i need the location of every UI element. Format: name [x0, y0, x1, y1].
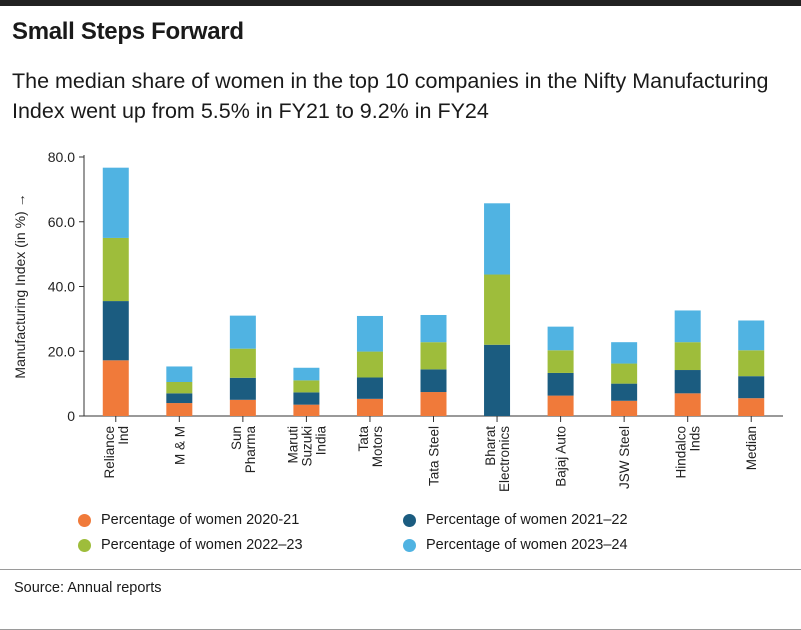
chart-subtitle: The median share of women in the top 10 …	[12, 69, 769, 123]
x-tick-label: Bajaj Auto	[554, 426, 569, 487]
source-note: Source: Annual reports	[14, 580, 162, 596]
footer-rule	[0, 569, 801, 570]
bar-segment	[229, 377, 256, 400]
x-tick-label: TataMotors	[356, 426, 385, 468]
stacked-bar-chart: 0 20.0 40.0 60.0 80.0 Manufacturing Index (in…	[12, 149, 783, 492]
y-tick-label: 40.0	[48, 279, 75, 295]
bar-segment	[102, 301, 129, 361]
bar-segment	[102, 360, 129, 416]
bar-segment	[356, 351, 383, 378]
legend-label: Percentage of women 2023–24	[426, 537, 628, 553]
bar-segment	[356, 398, 383, 416]
bar-segment	[547, 372, 574, 396]
y-axis-label: Manufacturing Index (in %) →	[12, 193, 28, 378]
chart-legend: Percentage of women 2020-21 Percentage of…	[78, 512, 778, 572]
legend-item: Percentage of women 2022–23	[78, 537, 303, 553]
x-tick-label: JSW Steel	[617, 426, 632, 489]
bar-segment	[229, 399, 256, 416]
bar-segment	[293, 367, 320, 381]
x-tick-label: BharatElectronics	[483, 426, 512, 492]
x-tick-label: MarutiSuzukiIndia	[285, 426, 328, 467]
bar-segment	[547, 350, 574, 373]
bar-segment	[484, 274, 511, 345]
bar-segment	[547, 326, 574, 351]
bar-segment	[738, 398, 765, 416]
x-tick-label: HindalcoInds	[674, 426, 703, 479]
bar-segment	[420, 369, 447, 393]
bar-segment	[166, 403, 193, 416]
bar-segment	[102, 237, 129, 302]
bar-segment	[674, 370, 701, 394]
bar-segment	[356, 377, 383, 399]
bar-segment	[420, 342, 447, 370]
legend-item: Percentage of women 2021–22	[403, 512, 628, 528]
bar-segment	[611, 383, 638, 401]
legend-label: Percentage of women 2021–22	[426, 512, 628, 528]
bar-segment	[166, 382, 193, 394]
bar-segment	[738, 320, 765, 351]
legend-item: Percentage of women 2023–24	[403, 537, 628, 553]
bar-segment	[166, 393, 193, 404]
legend-swatch	[78, 513, 91, 527]
bar-segment	[547, 395, 574, 416]
bar-segment	[738, 376, 765, 399]
bar-segment	[484, 203, 511, 275]
bar-segment	[611, 400, 638, 416]
bar-segment	[420, 392, 447, 416]
legend-label: Percentage of women 2020-21	[101, 512, 300, 528]
bar-segment	[293, 404, 320, 416]
legend-swatch	[403, 513, 416, 527]
bar-segment	[738, 350, 765, 377]
top-rule	[0, 0, 801, 6]
x-tick-label: Tata Steel	[427, 426, 442, 486]
bar-segment	[293, 392, 320, 405]
y-tick-label: 20.0	[48, 343, 75, 359]
y-tick-label: 0	[67, 408, 75, 424]
bar-segment	[293, 380, 320, 393]
x-tick-label: RelianceInd	[102, 426, 131, 479]
bar-segment	[229, 315, 256, 349]
bar-segment	[674, 310, 701, 343]
bar-segment	[674, 342, 701, 371]
bar-segment	[420, 314, 447, 343]
y-tick-label: 60.0	[48, 214, 75, 230]
x-tick-label: Median	[744, 426, 759, 470]
bar-segment	[166, 366, 193, 383]
bar-segment	[611, 342, 638, 364]
legend-swatch	[403, 538, 416, 552]
bar-segment	[674, 393, 701, 416]
x-tick-label: SunPharma	[229, 426, 258, 474]
legend-swatch	[78, 538, 91, 552]
y-tick-label: 80.0	[48, 149, 75, 165]
legend-item: Percentage of women 2020-21	[78, 512, 299, 528]
bar-segment	[356, 315, 383, 352]
bar-segment	[229, 348, 256, 378]
chart-title: Small Steps Forward	[12, 18, 244, 45]
legend-label: Percentage of women 2022–23	[101, 537, 303, 553]
bar-segment	[611, 363, 638, 384]
bar-segment	[102, 167, 129, 238]
x-tick-label: M & M	[172, 426, 187, 465]
bar-segment	[484, 344, 511, 416]
